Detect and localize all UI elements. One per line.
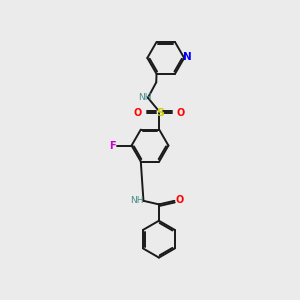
Text: NH: NH [130,196,144,205]
Text: O: O [134,108,142,118]
Text: O: O [176,108,185,118]
Text: O: O [176,195,184,205]
Text: F: F [109,140,115,151]
Text: S: S [156,108,164,118]
Text: N: N [183,52,192,62]
Text: NH: NH [138,93,152,102]
